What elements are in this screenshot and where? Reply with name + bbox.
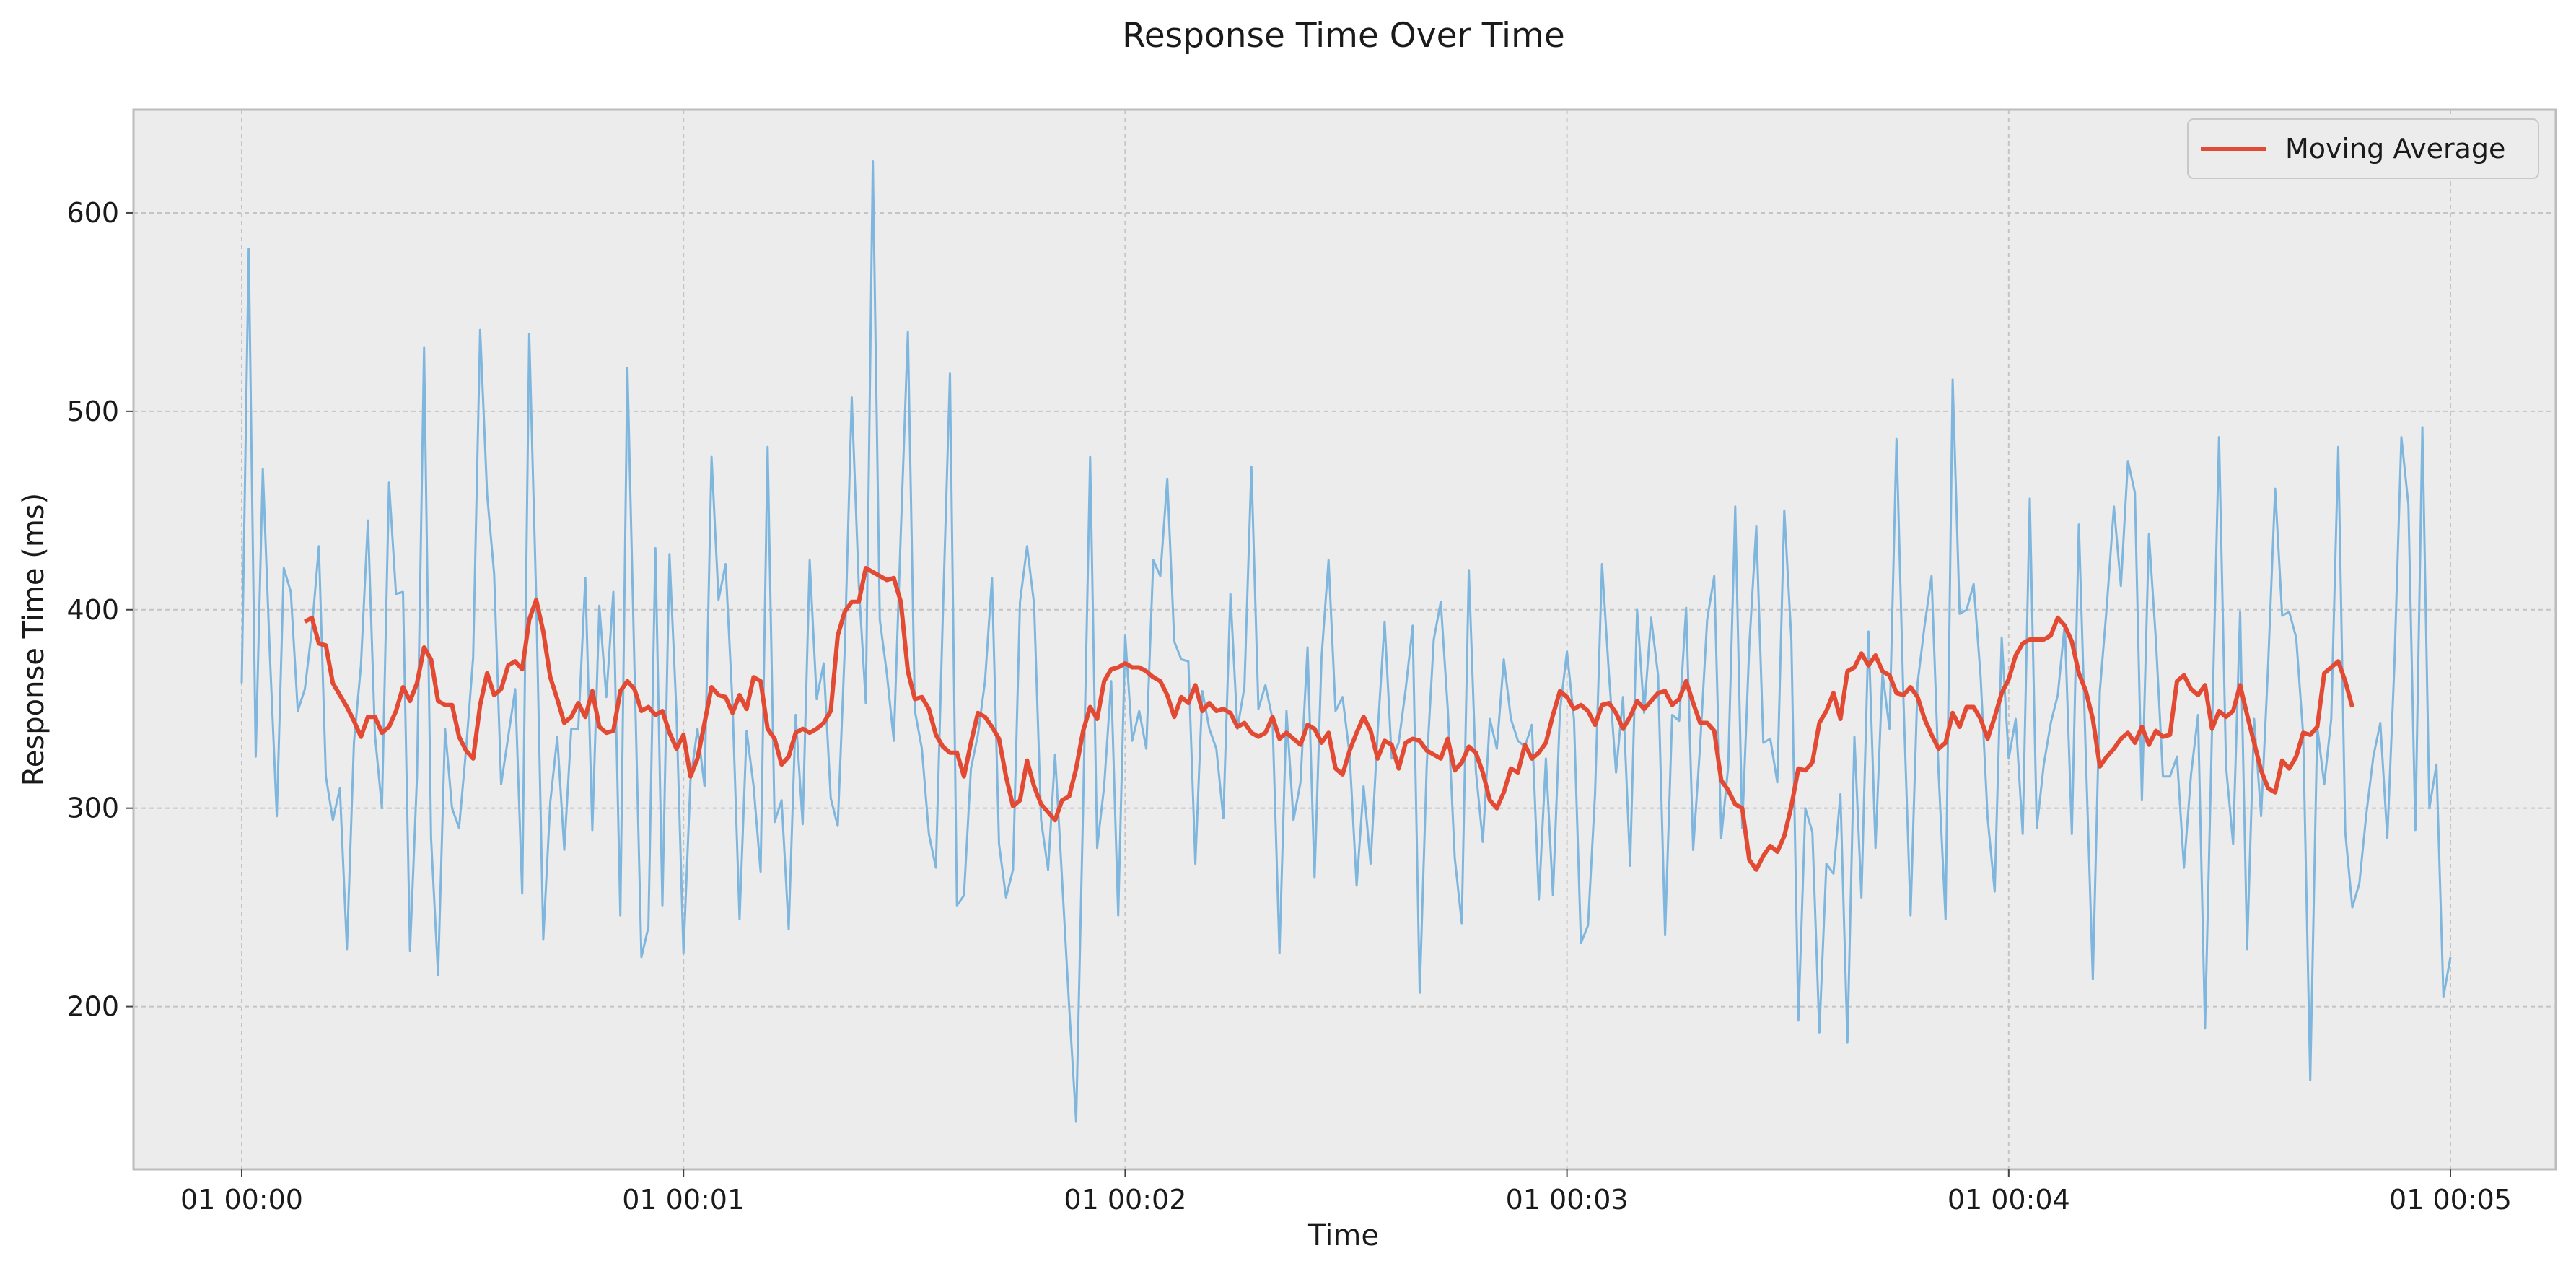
series-line-moving-average	[304, 566, 2354, 872]
legend: Moving Average	[2187, 118, 2539, 179]
x-tick-label: 01 00:04	[1948, 1184, 2070, 1216]
x-tick-label: 01 00:02	[1064, 1184, 1186, 1216]
y-tick-label: 600	[66, 197, 119, 229]
axis-ticks: 200 300 400 500 600 01 00:00 01 00:01 01 00:02 0…	[66, 197, 2512, 1216]
series-layer	[240, 160, 2452, 1123]
y-tick-label: 500	[66, 396, 119, 427]
y-tick-label: 400	[66, 594, 119, 626]
x-tick-label: 01 00:05	[2389, 1184, 2512, 1216]
legend-box	[2187, 118, 2539, 179]
x-tick-label: 01 00:00	[180, 1184, 303, 1216]
y-axis-title: Response Time (ms)	[17, 493, 51, 786]
grid-lines	[133, 110, 2556, 1169]
legend-label-moving-average: Moving Average	[2285, 133, 2505, 165]
x-axis-title: Time	[1307, 1219, 1379, 1252]
chart-title: Response Time Over Time	[1122, 16, 1565, 56]
y-tick-label: 300	[66, 793, 119, 824]
x-tick-label: 01 00:01	[622, 1184, 745, 1216]
series-line-response-time	[240, 160, 2452, 1123]
x-tick-label: 01 00:03	[1506, 1184, 1629, 1216]
y-tick-label: 200	[66, 991, 119, 1023]
